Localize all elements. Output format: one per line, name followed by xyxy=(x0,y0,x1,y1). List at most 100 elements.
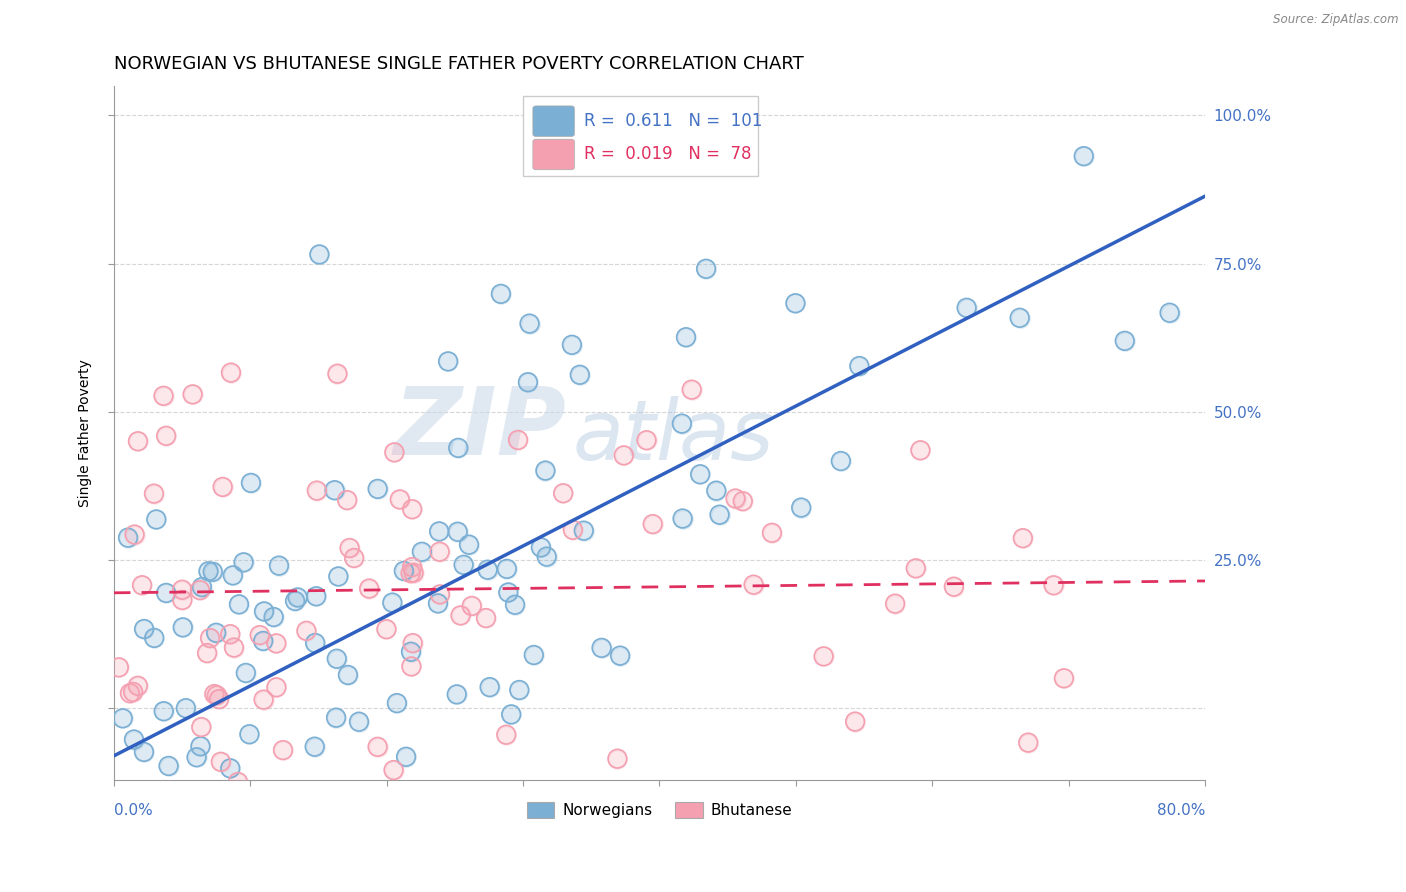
Norwegians xyxy=(495,562,517,576)
Norwegians xyxy=(516,376,538,390)
Bhutanese xyxy=(761,525,783,540)
Bhutanese xyxy=(198,631,221,645)
Point xyxy=(205,689,228,703)
Point xyxy=(122,685,145,699)
Norwegians xyxy=(347,714,370,729)
Point xyxy=(671,417,693,431)
Bhutanese xyxy=(475,611,498,625)
Point xyxy=(304,636,326,650)
Bhutanese xyxy=(122,685,145,699)
Point xyxy=(426,596,449,610)
Bhutanese xyxy=(942,580,965,594)
Norwegians xyxy=(848,359,870,373)
Point xyxy=(326,651,349,665)
Norwegians xyxy=(568,368,591,382)
Norwegians xyxy=(174,701,197,715)
Point xyxy=(534,464,557,478)
Point xyxy=(450,608,472,623)
Norwegians xyxy=(503,598,526,612)
Point xyxy=(813,649,835,664)
Norwegians xyxy=(172,620,194,634)
Bhutanese xyxy=(1017,735,1039,749)
Bhutanese xyxy=(143,486,166,500)
Point xyxy=(1114,334,1136,348)
Norwegians xyxy=(323,483,346,498)
Norwegians xyxy=(675,330,697,344)
Text: ZIP: ZIP xyxy=(394,384,567,475)
Point xyxy=(446,687,468,701)
Point xyxy=(495,562,517,576)
Norwegians xyxy=(453,558,475,572)
Bhutanese xyxy=(226,775,249,789)
Norwegians xyxy=(145,512,167,526)
Norwegians xyxy=(381,596,404,610)
Norwegians xyxy=(1008,310,1031,325)
Norwegians xyxy=(446,687,468,701)
Norwegians xyxy=(395,749,418,764)
Bhutanese xyxy=(681,383,703,397)
Norwegians xyxy=(367,482,389,496)
Point xyxy=(401,560,423,574)
Point xyxy=(222,640,245,655)
Point xyxy=(731,494,754,508)
Point xyxy=(910,443,932,458)
Norwegians xyxy=(105,839,128,854)
Bhutanese xyxy=(884,597,907,611)
Point xyxy=(375,622,398,636)
Point xyxy=(523,648,546,662)
Point xyxy=(709,508,731,522)
Norwegians xyxy=(232,555,254,569)
Point xyxy=(429,544,451,558)
Point xyxy=(174,701,197,715)
Norwegians xyxy=(263,610,285,624)
Point xyxy=(609,648,631,663)
Point xyxy=(226,775,249,789)
Point xyxy=(263,610,285,624)
Point xyxy=(253,604,276,618)
Bhutanese xyxy=(195,646,218,660)
Norwegians xyxy=(284,594,307,608)
Norwegians xyxy=(191,580,214,594)
Norwegians xyxy=(163,806,186,821)
Norwegians xyxy=(519,317,541,331)
Bhutanese xyxy=(202,687,225,701)
Bhutanese xyxy=(399,566,422,581)
Norwegians xyxy=(114,861,136,875)
Norwegians xyxy=(219,761,242,775)
Bhutanese xyxy=(211,480,233,494)
Norwegians xyxy=(426,596,449,610)
Point xyxy=(402,566,425,580)
Bhutanese xyxy=(271,743,294,757)
Bhutanese xyxy=(131,578,153,592)
Point xyxy=(172,593,194,607)
Point xyxy=(367,739,389,754)
Bhutanese xyxy=(326,367,349,381)
Point xyxy=(325,711,347,725)
Point xyxy=(326,367,349,381)
Point xyxy=(172,582,194,597)
Bhutanese xyxy=(295,624,318,638)
Point xyxy=(689,467,711,482)
Point xyxy=(172,620,194,634)
Bhutanese xyxy=(181,387,204,401)
Norwegians xyxy=(508,683,530,698)
Point xyxy=(287,591,309,605)
Norwegians xyxy=(830,454,852,468)
Point xyxy=(572,524,595,538)
Point xyxy=(209,755,232,769)
Point xyxy=(111,711,134,725)
Point xyxy=(191,580,214,594)
Point xyxy=(1159,306,1181,320)
Norwegians xyxy=(287,591,309,605)
Bhutanese xyxy=(367,739,389,754)
Norwegians xyxy=(709,508,731,522)
Point xyxy=(498,585,520,599)
Text: atlas: atlas xyxy=(572,396,773,476)
Legend: Norwegians, Bhutanese: Norwegians, Bhutanese xyxy=(520,796,799,824)
Point xyxy=(211,480,233,494)
Bhutanese xyxy=(172,582,194,597)
Bhutanese xyxy=(127,679,149,693)
Bhutanese xyxy=(219,627,242,641)
Bhutanese xyxy=(724,491,747,506)
Bhutanese xyxy=(388,492,411,507)
